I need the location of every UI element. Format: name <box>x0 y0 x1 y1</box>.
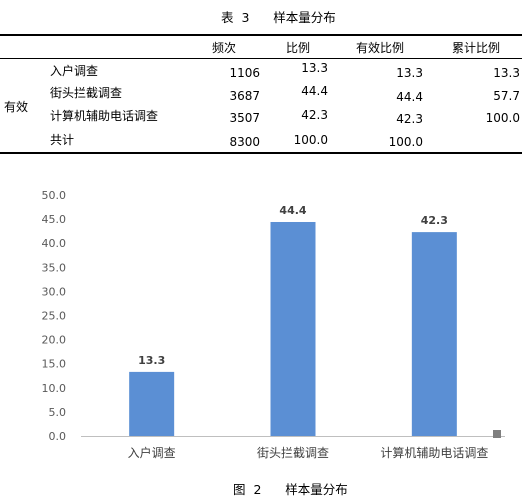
y-tick-label: 30.0 <box>42 285 67 298</box>
row-valid-pct: 100.0 <box>388 135 423 149</box>
row-label: 共计 <box>50 133 75 147</box>
row-valid-pct: 42.3 <box>396 112 423 126</box>
bar <box>270 221 316 436</box>
row-cum-pct: 100.0 <box>485 111 520 125</box>
header-freq: 频次 <box>212 41 237 55</box>
table-top-rule <box>0 34 522 36</box>
y-tick-label: 10.0 <box>42 382 67 395</box>
y-tick-label: 50.0 <box>42 189 67 202</box>
x-tick-label: 计算机辅助电话调查 <box>380 445 488 460</box>
row-freq: 1106 <box>229 66 260 80</box>
row-freq: 3507 <box>229 111 260 125</box>
x-tick-label: 入户调查 <box>128 445 176 460</box>
y-tick-label: 25.0 <box>42 310 67 323</box>
y-tick-label: 40.0 <box>42 237 67 250</box>
row-pct: 13.3 <box>301 61 328 75</box>
row-label: 入户调查 <box>50 64 99 78</box>
data-label: 13.3 <box>138 354 165 367</box>
row-label: 计算机辅助电话调查 <box>50 109 159 123</box>
group-label: 有效 <box>4 100 29 114</box>
y-tick-label: 5.0 <box>49 406 67 419</box>
row-label: 街头拦截调查 <box>50 86 123 100</box>
row-cum-pct: 57.7 <box>493 89 520 103</box>
y-tick-label: 15.0 <box>42 358 67 371</box>
data-label: 44.4 <box>279 204 306 217</box>
row-freq: 3687 <box>229 89 260 103</box>
row-valid-pct: 13.3 <box>396 66 423 80</box>
table-bottom-rule <box>0 152 522 154</box>
x-tick-label: 街头拦截调查 <box>257 446 329 460</box>
row-pct: 42.3 <box>301 108 328 122</box>
row-freq: 8300 <box>229 135 260 149</box>
table-caption: 表 3 样本量分布 <box>221 10 336 25</box>
row-cum-pct: 13.3 <box>493 66 520 80</box>
row-pct: 44.4 <box>301 84 328 98</box>
y-tick-label: 20.0 <box>42 334 67 347</box>
row-pct: 100.0 <box>293 133 328 147</box>
y-tick-label: 45.0 <box>42 213 67 226</box>
header-pct: 比例 <box>286 41 311 55</box>
bar <box>129 371 175 436</box>
data-label: 42.3 <box>421 214 448 227</box>
figure-caption: 图 2 样本量分布 <box>233 482 348 497</box>
legend-marker <box>493 430 501 438</box>
y-tick-label: 0.0 <box>49 430 67 443</box>
row-valid-pct: 44.4 <box>396 90 423 104</box>
header-valid-pct: 有效比例 <box>356 41 405 55</box>
header-cum-pct: 累计比例 <box>452 41 501 55</box>
bar <box>411 232 457 436</box>
table-header-rule <box>0 58 522 59</box>
y-tick-label: 35.0 <box>42 261 67 274</box>
